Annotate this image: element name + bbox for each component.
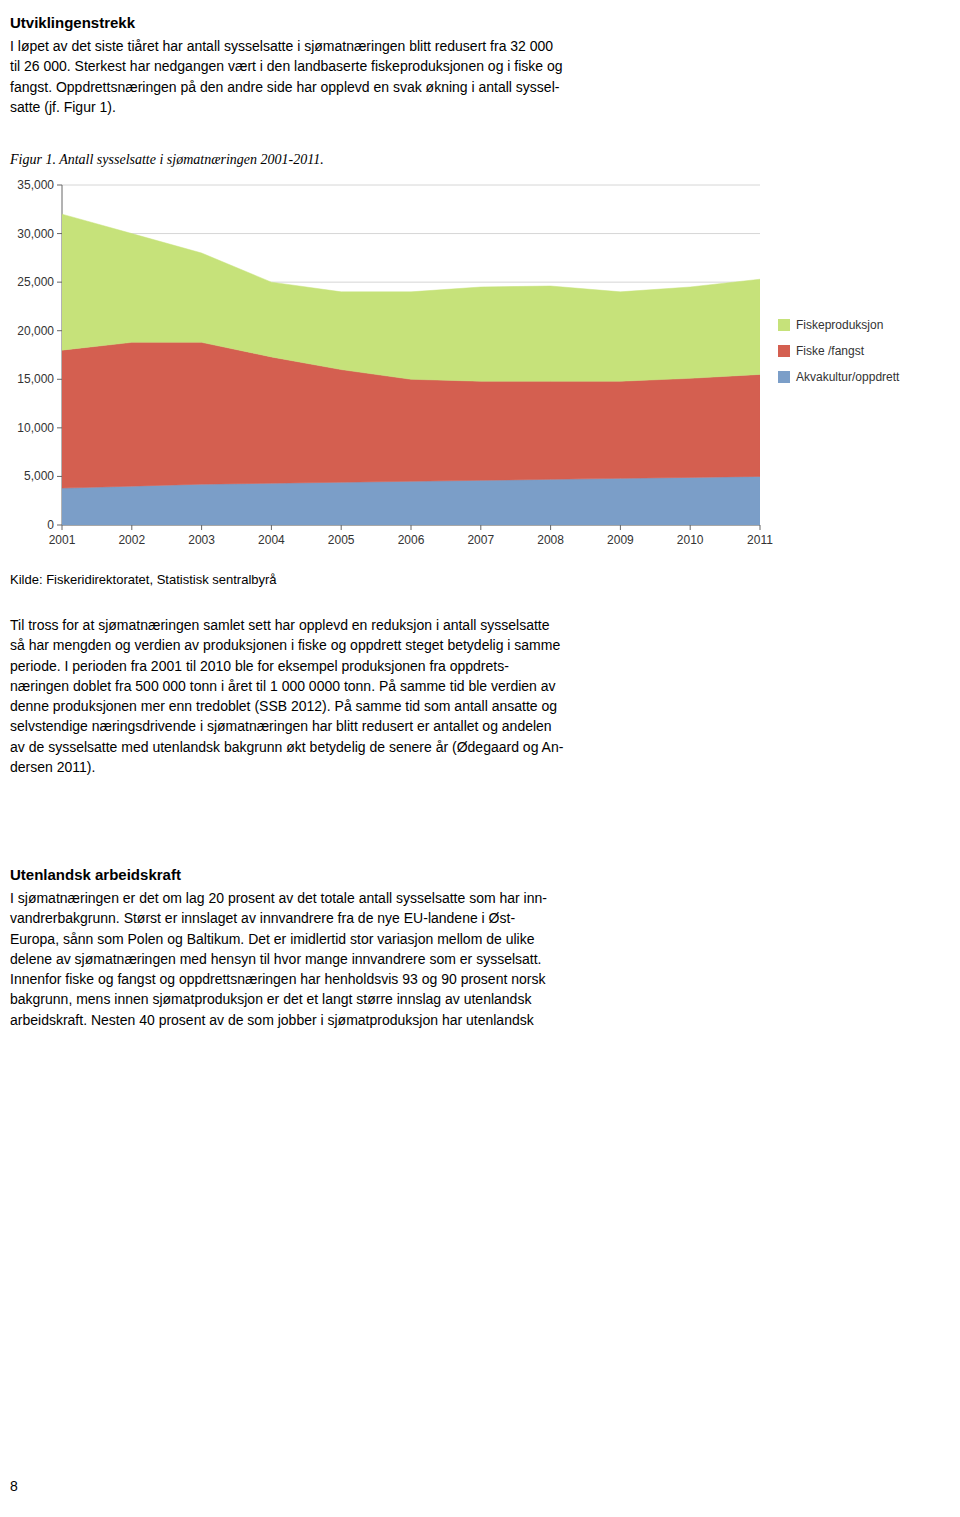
para1: I løpet av det siste tiåret har antall s… (10, 36, 563, 117)
y-tick-label: 30,000 (17, 227, 54, 241)
y-tick (57, 233, 62, 234)
x-tick-label: 2007 (467, 533, 494, 547)
x-tick (550, 525, 551, 530)
heading: Utviklingenstrekk (10, 14, 135, 31)
legend-swatch (778, 371, 790, 383)
y-tick-label: 20,000 (17, 324, 54, 338)
y-tick (57, 379, 62, 380)
grid-line (62, 233, 760, 234)
x-tick (201, 525, 202, 530)
para2: Til tross for at sjømatnæringen samlet s… (10, 615, 563, 777)
x-tick (131, 525, 132, 530)
axes: 0 5,000 10,000 15,000 20,000 25,000 30,000 35,0… (17, 178, 773, 547)
x-tick (62, 525, 63, 530)
x-tick (271, 525, 272, 530)
x-tick (411, 525, 412, 530)
x-tick-label: 2002 (118, 533, 145, 547)
legend: Fiskeproduksjon Fiske /fangst Akvakultur/o… (778, 318, 900, 384)
chart: 0 5,000 10,000 15,000 20,000 25,000 30,000 35,0… (0, 175, 960, 565)
y-tick (57, 427, 62, 428)
x-tick (480, 525, 481, 530)
x-tick-label: 2010 (677, 533, 704, 547)
x-tick-label: 2004 (258, 533, 285, 547)
y-tick-label: 35,000 (17, 178, 54, 192)
y-tick (57, 330, 62, 331)
areas (62, 214, 760, 525)
x-tick-label: 2003 (188, 533, 215, 547)
heading2: Utenlandsk arbeidskraft (10, 866, 181, 883)
y-tick (57, 185, 62, 186)
x-tick (620, 525, 621, 530)
legend-label: Fiske /fangst (796, 344, 865, 358)
y-tick (57, 476, 62, 477)
y-tick-label: 25,000 (17, 275, 54, 289)
y-tick-label: 15,000 (17, 372, 54, 386)
source: Kilde: Fiskeridirektoratet, Statistisk s… (10, 572, 277, 587)
para3: I sjømatnæringen er det om lag 20 prosen… (10, 888, 547, 1030)
area (62, 214, 760, 381)
y-tick (57, 525, 62, 526)
grid (62, 185, 760, 525)
chart-title: Figur 1. Antall sysselsatte i sjømatnæri… (10, 152, 324, 168)
y-tick (57, 282, 62, 283)
x-tick-label: 2001 (49, 533, 76, 547)
legend-label: Akvakultur/oppdrett (796, 370, 900, 384)
y-tick-label: 0 (47, 518, 54, 532)
legend-swatch (778, 345, 790, 357)
legend-swatch (778, 319, 790, 331)
page-num: 8 (10, 1476, 18, 1496)
x-tick (690, 525, 691, 530)
y-tick-label: 10,000 (17, 421, 54, 435)
y-tick-label: 5,000 (24, 469, 54, 483)
x-tick-label: 2009 (607, 533, 634, 547)
x-tick-label: 2011 (747, 533, 773, 547)
legend-label: Fiskeproduksjon (796, 318, 883, 332)
x-tick (760, 525, 761, 530)
x-tick-label: 2008 (537, 533, 564, 547)
x-tick (341, 525, 342, 530)
x-tick-label: 2005 (328, 533, 355, 547)
grid-line (62, 185, 760, 186)
x-tick-label: 2006 (398, 533, 425, 547)
